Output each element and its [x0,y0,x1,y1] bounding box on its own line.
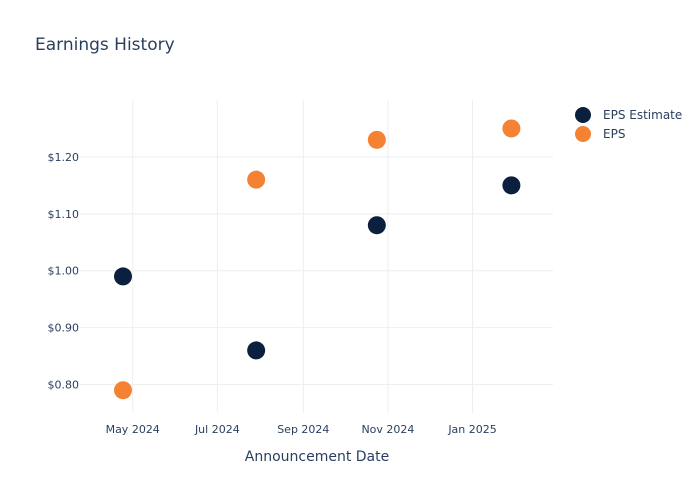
legend: EPS Estimate EPS [575,107,682,142]
legend-label: EPS [603,127,625,141]
data-point[interactable] [367,216,386,235]
data-point[interactable] [247,170,266,189]
data-points [114,119,521,400]
y-axis-ticks: $0.80 $0.90 $1.00 $1.10 $1.20 [48,151,80,392]
legend-marker [575,107,591,123]
y-tick-label: $1.20 [48,151,80,164]
x-axis-title: Announcement Date [245,449,389,465]
data-point[interactable] [502,176,521,195]
x-tick-label: Jul 2024 [194,423,240,436]
x-tick-label: Nov 2024 [361,423,414,436]
legend-label: EPS Estimate [603,108,682,122]
chart-title: Earnings History [35,35,175,55]
x-tick-label: Sep 2024 [277,423,329,436]
x-tick-label: May 2024 [106,423,160,436]
data-point[interactable] [114,381,132,400]
data-point[interactable] [502,119,521,138]
y-tick-label: $0.90 [48,322,80,335]
y-tick-label: $1.10 [48,208,80,221]
y-tick-label: $0.80 [48,379,80,392]
data-point[interactable] [367,130,386,149]
grid [80,100,553,413]
data-point[interactable] [114,267,132,286]
legend-marker [575,126,591,142]
x-tick-label: Jan 2025 [447,423,496,436]
x-axis-ticks: May 2024 Jul 2024 Sep 2024 Nov 2024 Jan 2025 [106,423,497,436]
y-tick-label: $1.00 [48,265,80,278]
data-point[interactable] [247,341,266,360]
